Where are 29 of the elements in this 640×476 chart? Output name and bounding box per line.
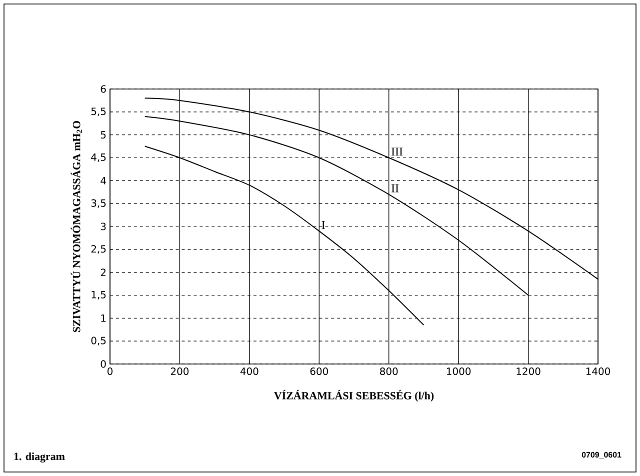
y-axis-title: SZIVATTYÚ NYOMÓMAGASSÁGA mH$_{2}$O: [70, 120, 82, 332]
y-tick-label: 6: [100, 85, 106, 93]
x-tick-label: 400: [240, 367, 258, 376]
y-tick-label: 3,5: [91, 199, 106, 208]
x-tick-label: 0: [107, 367, 113, 376]
y-tick-label: 3: [100, 222, 106, 230]
y-tick-label: 1,5: [92, 291, 106, 300]
y-tick-label: 4,5: [91, 154, 106, 162]
x-tick-label: 800: [380, 367, 398, 376]
x-tick-label: 600: [310, 367, 328, 376]
x-axis-title: VÍZÁRAMLÁSI SEBESSÉG (l/h): [274, 390, 434, 402]
line-series: [144, 116, 529, 296]
y-tick-label: 2: [100, 268, 106, 276]
y-tick-label: 0,5: [91, 336, 106, 346]
x-tick-label: 1400: [586, 367, 610, 376]
y-tick-label: 4: [100, 177, 106, 184]
y-tick-label: 5: [100, 131, 106, 139]
series-label: III: [392, 148, 403, 156]
y-tick-label: 1: [101, 314, 106, 322]
y-tick-label: 0: [100, 360, 106, 368]
y-tick-label: 2,5: [91, 245, 106, 254]
x-tick-label: 1200: [516, 367, 540, 376]
series-label: I: [322, 221, 325, 229]
y-tick-label: 5,5: [91, 108, 106, 116]
x-tick-label: 1000: [446, 367, 471, 376]
text: 1. diagram: [14, 452, 65, 462]
line-series: [144, 146, 424, 326]
series-label: II: [392, 184, 399, 192]
x-tick-label: 200: [170, 367, 189, 376]
